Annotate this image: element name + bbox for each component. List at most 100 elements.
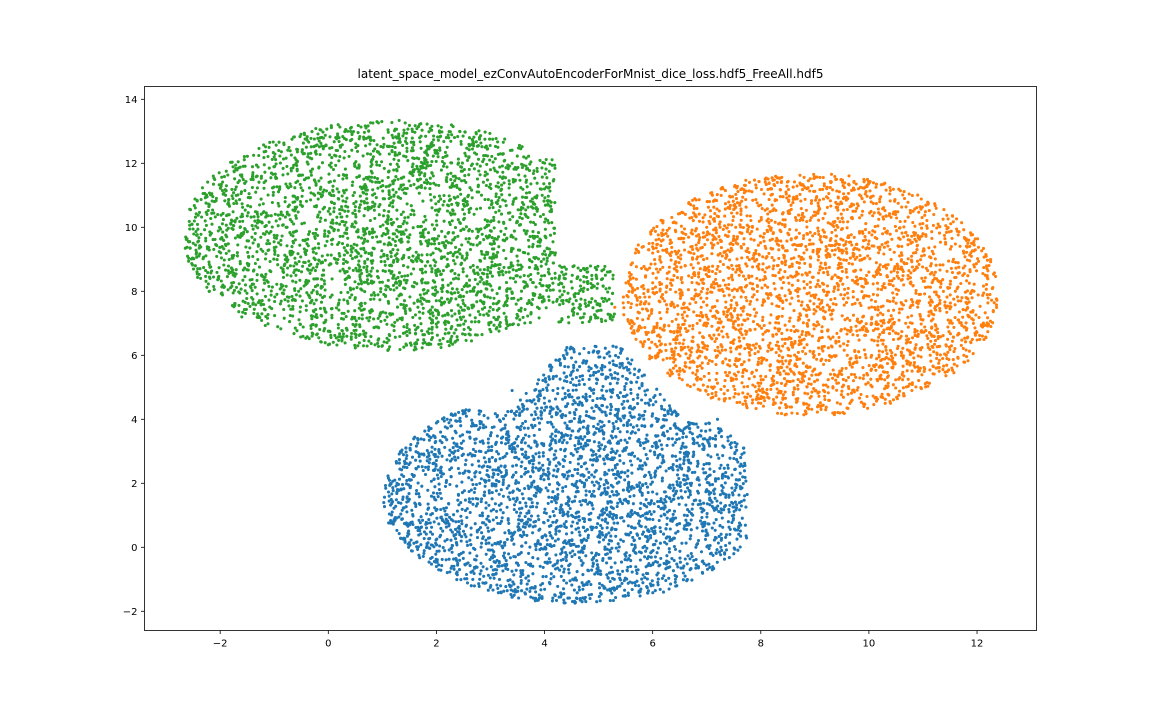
scatter-point	[585, 582, 589, 587]
scatter-point	[841, 238, 845, 242]
scatter-point	[699, 311, 703, 315]
scatter-point	[429, 494, 434, 498]
scatter-point	[584, 395, 588, 399]
scatter-point	[698, 354, 702, 358]
scatter-point	[629, 423, 633, 427]
scatter-point	[573, 401, 577, 405]
scatter-point	[439, 430, 443, 434]
scatter-point	[748, 353, 752, 357]
scatter-point	[605, 389, 609, 393]
scatter-point	[554, 520, 558, 524]
scatter-point	[690, 470, 694, 475]
scatter-point	[616, 521, 620, 525]
scatter-point	[422, 530, 427, 534]
scatter-point	[739, 504, 743, 508]
scatter-point	[565, 477, 569, 481]
scatter-point	[612, 521, 616, 525]
scatter-point	[573, 467, 577, 472]
scatter-point	[643, 576, 647, 580]
scatter-point	[845, 343, 849, 347]
scatter-point	[778, 188, 783, 192]
scatter-point	[846, 375, 851, 379]
scatter-point	[566, 596, 570, 600]
scatter-point	[616, 470, 620, 474]
scatter-point	[653, 453, 657, 457]
scatter-point	[628, 411, 632, 415]
scatter-point	[801, 379, 806, 383]
scatter-point	[566, 474, 570, 478]
scatter-point	[707, 444, 712, 448]
scatter-point	[552, 514, 556, 518]
scatter-point	[578, 414, 582, 419]
scatter-point	[575, 485, 579, 489]
scatter-point	[760, 326, 764, 330]
scatter-point	[559, 505, 563, 509]
scatter-point	[592, 370, 596, 374]
scatter-point	[910, 314, 914, 318]
scatter-point	[382, 495, 387, 499]
scatter-point	[483, 484, 487, 488]
scatter-point	[574, 447, 578, 451]
scatter-point	[519, 569, 523, 573]
scatter-point	[560, 564, 564, 568]
scatter-point	[442, 506, 446, 510]
scatter-point	[861, 377, 865, 381]
scatter-point	[746, 384, 750, 389]
scatter-point	[612, 513, 616, 517]
scatter-point	[784, 359, 788, 363]
scatter-point	[623, 387, 627, 392]
scatter-point	[593, 572, 597, 576]
scatter-point	[609, 372, 613, 377]
scatter-point	[785, 196, 789, 200]
scatter-point	[510, 448, 514, 452]
scatter-point	[456, 466, 460, 471]
scatter-point	[938, 285, 943, 289]
scatter-point	[597, 569, 601, 573]
scatter-point	[595, 365, 599, 369]
scatter-point	[538, 393, 543, 398]
scatter-point	[484, 460, 488, 464]
scatter-point	[687, 510, 691, 514]
scatter-point	[694, 243, 698, 247]
scatter-point	[462, 489, 466, 493]
scatter-point	[432, 468, 436, 473]
scatter-point	[776, 411, 780, 415]
scatter-point	[705, 462, 709, 466]
scatter-point	[428, 536, 432, 540]
scatter-point	[846, 384, 850, 389]
scatter-point	[619, 538, 623, 542]
scatter-point	[697, 444, 701, 448]
scatter-point	[689, 518, 693, 522]
scatter-point	[439, 526, 443, 530]
scatter-point	[564, 348, 568, 352]
scatter-point	[423, 429, 427, 433]
scatter-point	[524, 453, 528, 457]
scatter-point	[412, 437, 416, 441]
scatter-point	[571, 474, 575, 478]
scatter-point	[419, 525, 423, 529]
scatter-point	[799, 303, 803, 307]
scatter-point	[676, 496, 680, 500]
scatter-point	[818, 284, 822, 288]
scatter-point	[500, 475, 504, 479]
scatter-point	[644, 498, 648, 502]
scatter-point	[600, 428, 604, 433]
scatter-point	[517, 407, 521, 411]
scatter-point	[759, 374, 763, 378]
scatter-point	[581, 583, 585, 587]
scatter-point	[520, 544, 524, 548]
scatter-point	[667, 466, 671, 470]
scatter-point	[812, 189, 816, 193]
scatter-point	[615, 413, 619, 418]
scatter-point	[799, 207, 803, 211]
scatter-point	[673, 228, 677, 232]
scatter-point	[877, 217, 881, 221]
scatter-point	[496, 466, 501, 470]
scatter-point	[643, 473, 647, 477]
scatter-point	[659, 404, 664, 408]
scatter-point	[421, 518, 425, 522]
scatter-point	[864, 382, 868, 386]
scatter-point	[409, 478, 413, 482]
scatter-point	[625, 441, 629, 445]
scatter-point	[499, 470, 503, 474]
